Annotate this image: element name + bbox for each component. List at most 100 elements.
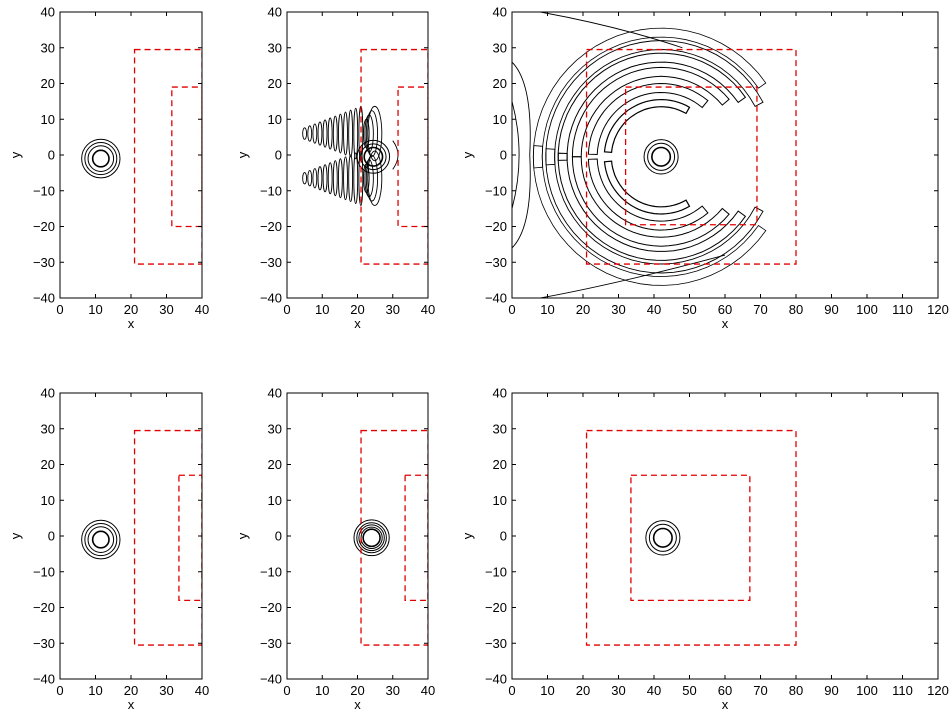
x-tick-label: 70 (753, 302, 767, 317)
x-tick-label: 40 (195, 302, 209, 317)
outer-dashed-box (585, 48, 797, 265)
y-tick-label: −10 (33, 183, 55, 198)
pulse-contour (87, 145, 115, 172)
x-tick-label: 90 (824, 302, 838, 317)
x-tick-label: 10 (88, 302, 102, 317)
pulse-contour (652, 527, 673, 548)
x-tick-label: 80 (789, 302, 803, 317)
x-tick-label: 0 (508, 683, 515, 698)
x-tick-label: 20 (350, 683, 364, 698)
y-tick-label: −10 (33, 564, 55, 579)
inner-dashed-box (171, 86, 202, 228)
y-tick-label: −20 (485, 600, 507, 615)
ripple-lobe (353, 107, 359, 160)
x-tick-label: 30 (611, 302, 625, 317)
x-tick-label: 10 (315, 683, 329, 698)
absorbing-boxes (585, 48, 797, 265)
panel-top-middle: 0 10 20 30 40 −40 −30 −20 −10 0 10 20 30 40 x y (235, 5, 435, 332)
plot-content (81, 48, 202, 265)
y-tick-label: 0 (48, 148, 55, 163)
y-tick-label: −40 (260, 291, 282, 306)
y-tick-label: 30 (41, 40, 55, 55)
x-axis-label: x (354, 316, 361, 331)
x-tick-label: 60 (718, 683, 732, 698)
y-tick-label: −10 (485, 564, 507, 579)
y-axis-label: y (235, 151, 250, 158)
ripple-lobe (307, 125, 313, 142)
ripple-lobe (322, 119, 328, 148)
y-tick-label: 10 (268, 112, 282, 127)
y-tick-label: 20 (268, 457, 282, 472)
plot-content (585, 429, 797, 646)
pulse-contour (645, 520, 681, 556)
x-tick-label: 20 (350, 302, 364, 317)
plot-area (512, 393, 938, 679)
x-tick-label: 10 (540, 302, 554, 317)
ripple-lobe (332, 115, 338, 152)
ripple-contours (512, 12, 767, 298)
x-tick-label: 50 (682, 302, 696, 317)
absorbing-boxes (133, 429, 202, 646)
y-tick-label: 10 (268, 493, 282, 508)
ripple-lobe (364, 159, 374, 198)
y-tick-label: −10 (260, 564, 282, 579)
y-tick-label: 20 (268, 76, 282, 91)
pulse-contour (647, 142, 676, 171)
ripple-lobe (338, 158, 343, 199)
ripple-lobe (302, 172, 308, 185)
x-tick-label: 30 (159, 683, 173, 698)
pulse-contours (353, 519, 390, 557)
x-tick-label: 10 (88, 683, 102, 698)
x-tick-label: 0 (56, 683, 63, 698)
pulse-contour (358, 524, 385, 552)
x-tick-label: 100 (856, 302, 878, 317)
pulse-contour (362, 528, 381, 548)
y-tick-label: 0 (500, 529, 507, 544)
y-tick-label: 20 (493, 457, 507, 472)
pulse-contour (356, 522, 387, 554)
ripple-lobe (365, 154, 379, 202)
pulse-contour (91, 149, 110, 168)
x-tick-label: 40 (195, 683, 209, 698)
ripple-lobe (327, 162, 333, 195)
pulse-contour (91, 530, 110, 549)
ripple-lobe (322, 164, 328, 193)
fringe-contour (540, 12, 683, 49)
crescent-contour (603, 160, 691, 215)
pulse-contour (643, 139, 679, 175)
x-tick-label: 0 (56, 302, 63, 317)
absorbing-boxes (133, 48, 202, 265)
crescent-contour (603, 98, 691, 154)
x-tick-label: 40 (421, 302, 435, 317)
y-tick-label: 30 (493, 40, 507, 55)
y-tick-label: 40 (268, 5, 282, 20)
y-tick-label: 0 (275, 529, 282, 544)
y-tick-label: 10 (493, 112, 507, 127)
plot-area (287, 393, 428, 679)
fringe-contour (512, 101, 520, 209)
y-tick-label: −40 (33, 672, 55, 687)
panel-top-left: 0 10 20 30 40 −40 −30 −20 −10 0 10 20 30 40 x y (8, 5, 209, 332)
plot-area (60, 12, 202, 298)
y-axis-label: y (8, 532, 23, 539)
x-tick-label: 110 (892, 683, 913, 698)
y-tick-label: 40 (41, 5, 55, 20)
ripple-lobe (348, 154, 354, 203)
ripple-lobe (353, 152, 359, 205)
y-tick-label: −30 (485, 255, 507, 270)
ripple-lobe (367, 105, 383, 162)
y-tick-label: 30 (268, 421, 282, 436)
y-tick-label: 40 (268, 386, 282, 401)
y-tick-label: −30 (33, 636, 55, 651)
y-tick-label: 0 (48, 529, 55, 544)
ripple-lobe (317, 166, 323, 191)
pulse-contour (81, 519, 121, 560)
y-tick-label: 30 (268, 40, 282, 55)
x-tick-label: 30 (159, 302, 173, 317)
outer-dashed-box (585, 429, 797, 646)
y-tick-label: −20 (485, 219, 507, 234)
x-tick-label: 40 (647, 683, 661, 698)
y-axis-label: y (460, 532, 475, 539)
y-tick-label: −20 (33, 600, 55, 615)
